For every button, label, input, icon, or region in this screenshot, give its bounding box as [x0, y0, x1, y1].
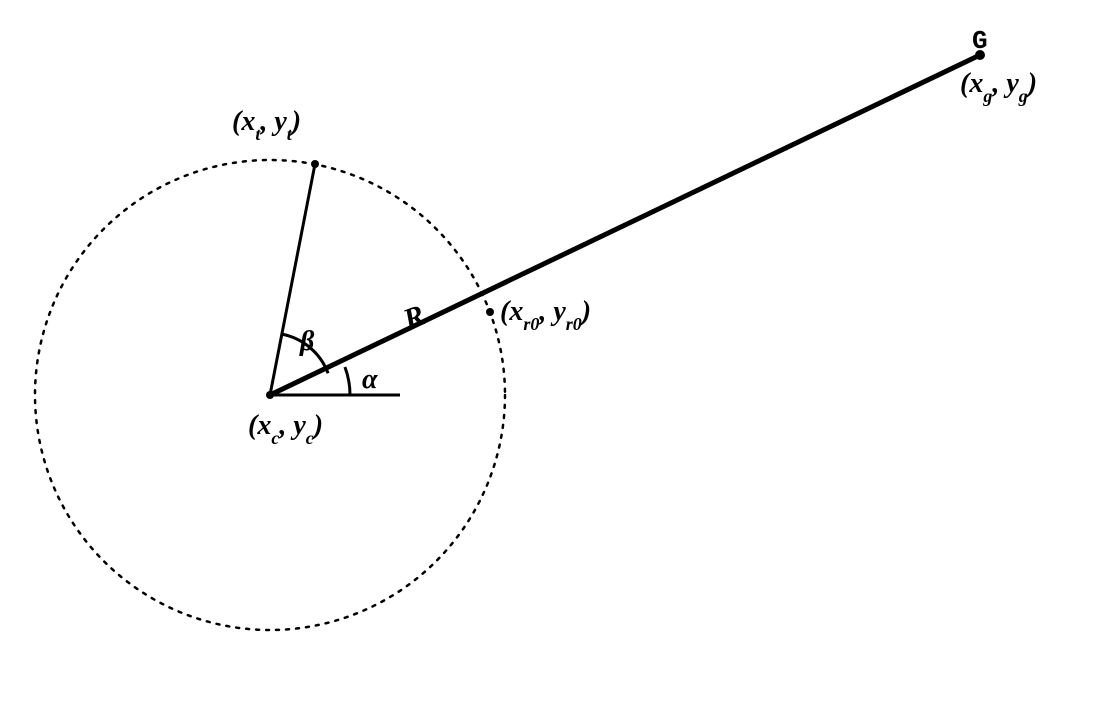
geometry-diagram: (xc, yc)(xt, yt)(xr0, yr0)(xg, yg)GRαβ	[0, 0, 1100, 704]
label-t: (xt, yt)	[232, 106, 301, 144]
label-center: (xc, yc)	[248, 410, 323, 448]
angle-arc-alpha	[345, 367, 350, 395]
label-beta: β	[299, 326, 315, 357]
label-g-coord: (xg, yg)	[960, 68, 1037, 106]
label-r0: (xr0, yr0)	[500, 296, 591, 334]
point-r0	[486, 308, 494, 316]
point-center	[266, 391, 274, 399]
main-line-cg	[270, 55, 980, 395]
label-alpha: α	[362, 364, 378, 395]
label-g-name: G	[972, 26, 988, 56]
point-t	[311, 160, 319, 168]
radius-line-ct	[270, 164, 315, 395]
